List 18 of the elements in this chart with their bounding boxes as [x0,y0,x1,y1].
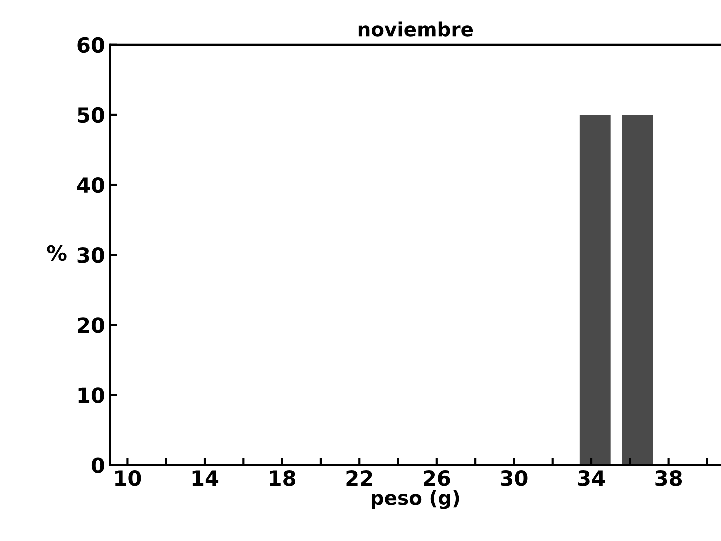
x-tick-label: 18 [270,470,296,486]
y-tick-label: 20 [78,318,104,334]
chart-title: noviembre [358,22,474,37]
x-tick-label: 34 [578,470,606,486]
y-tick-label: 40 [77,177,104,194]
y-tick-label: 30 [78,248,104,264]
y-axis-title: % [47,245,67,262]
x-tick-label: 10 [116,470,142,486]
x-tick-label: 30 [501,470,528,486]
x-tick-label: 26 [424,470,450,486]
y-tick-label: 60 [78,37,104,54]
y-tick-label: 0 [92,458,104,474]
x-axis-title: peso (g) [372,490,460,510]
x-tick-label: 22 [346,470,372,486]
y-tick-label: 50 [78,107,104,124]
y-tick-label: 10 [78,388,104,404]
x-tick-label: 14 [192,470,219,486]
x-tick-label: 38 [656,470,682,486]
